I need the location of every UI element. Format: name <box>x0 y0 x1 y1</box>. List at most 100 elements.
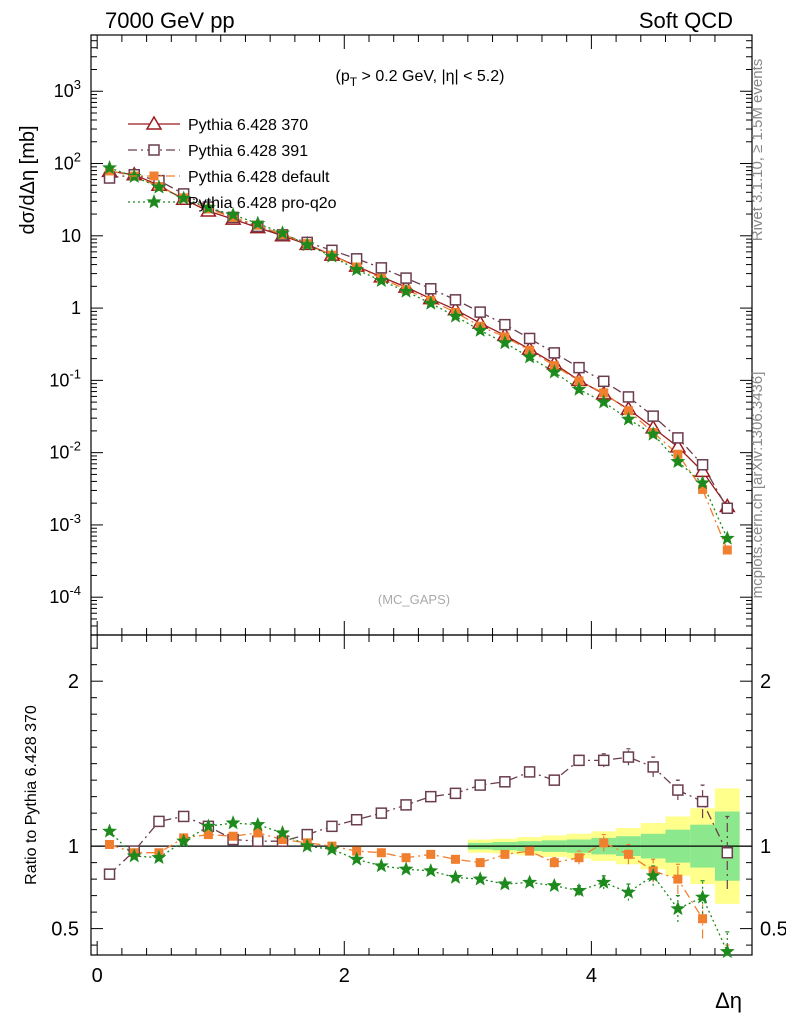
ratio-y-tick-label-right: 0.5 <box>760 919 786 941</box>
legend-marker <box>146 194 162 209</box>
ratio-data-point <box>497 876 513 891</box>
main-data-point <box>546 364 562 379</box>
main-data-point <box>596 394 612 409</box>
main-data-point <box>472 322 488 337</box>
main-data-point <box>398 283 414 298</box>
ratio-data-point <box>203 830 213 840</box>
ratio-y-tick-label-right: 2 <box>760 671 771 693</box>
main-data-point <box>449 294 462 306</box>
ratio-data-point <box>721 846 734 859</box>
main-data-point <box>151 179 167 194</box>
ratio-data-point <box>103 868 116 880</box>
main-data-point <box>225 206 241 222</box>
main-data-point <box>621 411 636 426</box>
ratio-data-point <box>475 858 485 868</box>
main-data-point <box>670 453 686 468</box>
main-data-point <box>425 283 437 295</box>
main-y-tick-label: 10 <box>61 226 81 246</box>
ratio-data-point <box>102 823 118 838</box>
ratio-data-point <box>228 831 238 841</box>
main-series-line <box>109 174 728 509</box>
ratio-y-axis-label: Ratio to Pythia 6.428 370 <box>23 705 40 885</box>
ratio-data-point <box>253 828 263 838</box>
ratio-data-point <box>177 810 190 823</box>
ratio-data-point <box>324 841 340 856</box>
main-series-line <box>109 170 728 507</box>
main-y-tick-label: 102 <box>54 150 81 174</box>
ratio-data-point <box>673 874 683 884</box>
ratio-y-tick-label-left: 2 <box>68 671 79 693</box>
ratio-series-line <box>109 822 728 952</box>
ratio-data-point <box>525 846 535 856</box>
ratio-data-point <box>375 807 388 819</box>
main-data-point <box>573 361 585 374</box>
ratio-data-point <box>449 787 462 800</box>
ratio-data-point <box>176 833 192 848</box>
ratio-data-point <box>225 815 241 830</box>
ratio-data-point <box>670 900 686 916</box>
ratio-data-point <box>373 858 389 873</box>
ratio-data-point <box>696 795 709 808</box>
main-data-point <box>647 410 659 422</box>
main-data-point <box>499 318 511 331</box>
ratio-data-point <box>252 835 264 847</box>
ratio-data-point <box>549 858 559 868</box>
ratio-data-point <box>151 849 167 864</box>
main-data-point <box>695 475 711 490</box>
ratio-data-point <box>376 848 386 858</box>
main-series-line <box>109 170 728 551</box>
legend-entry-label: Pythia 6.428 default <box>188 169 330 186</box>
main-data-point <box>571 381 587 396</box>
ratio-data-point <box>153 815 165 828</box>
ratio-data-point <box>522 874 538 889</box>
ratio-data-point <box>425 790 437 803</box>
ratio-data-point <box>423 863 439 878</box>
x-tick-label: 4 <box>586 965 597 987</box>
ratio-data-point <box>599 838 609 848</box>
ratio-data-point <box>200 818 216 833</box>
ratio-data-point <box>672 784 684 796</box>
source-label: mcplots.cern.ch [arXiv:1306.3436] <box>749 372 766 599</box>
ratio-data-point <box>450 854 460 864</box>
ratio-data-point <box>426 849 436 859</box>
ratio-y-tick-label-right: 1 <box>760 836 771 858</box>
main-data-point <box>719 530 735 545</box>
main-y-tick-label: 10-3 <box>49 511 81 535</box>
ratio-data-point <box>398 861 414 876</box>
ratio-data-point <box>126 848 142 863</box>
ratio-data-point <box>597 754 610 767</box>
ratio-data-point <box>647 761 659 773</box>
main-data-point <box>721 502 734 515</box>
ratio-data-point <box>698 914 708 924</box>
header-right: Soft QCD <box>639 8 733 33</box>
ratio-data-point <box>620 884 636 899</box>
main-data-point <box>523 332 536 345</box>
analysis-watermark: (MC_GAPS) <box>378 592 450 607</box>
legend-entry-label: Pythia 6.428 391 <box>188 143 308 160</box>
ratio-y-tick-label-left: 1 <box>68 836 79 858</box>
main-y-tick-label: 10-1 <box>49 366 81 390</box>
main-data-point <box>102 160 118 175</box>
main-y-tick-label: 10-4 <box>49 583 81 607</box>
x-axis-label: Δη <box>715 988 742 1013</box>
main-y-axis-label: dσ/dΔη [mb] <box>17 125 39 234</box>
ratio-data-point <box>695 889 710 904</box>
ratio-data-point <box>472 871 488 886</box>
main-data-point <box>274 225 291 240</box>
ratio-data-point <box>275 825 290 840</box>
ratio-data-point <box>350 813 363 826</box>
ratio-data-point <box>326 820 338 833</box>
main-y-tick-label: 10-2 <box>49 439 81 463</box>
ratio-data-point <box>571 882 587 897</box>
main-data-point <box>375 262 388 274</box>
cut-annotation: (pT > 0.2 GeV, |η| < 5.2) <box>336 68 505 89</box>
legend-marker <box>145 115 163 130</box>
ratio-y-tick-label-left: 0.5 <box>51 919 79 941</box>
x-tick-label: 2 <box>339 965 350 987</box>
ratio-data-point <box>623 849 633 859</box>
legend-entry-label: Pythia 6.428 370 <box>188 117 308 134</box>
main-data-point <box>200 199 216 214</box>
header-left: 7000 GeV pp <box>105 8 235 33</box>
main-data-point <box>349 261 365 276</box>
main-data-point <box>299 236 315 252</box>
